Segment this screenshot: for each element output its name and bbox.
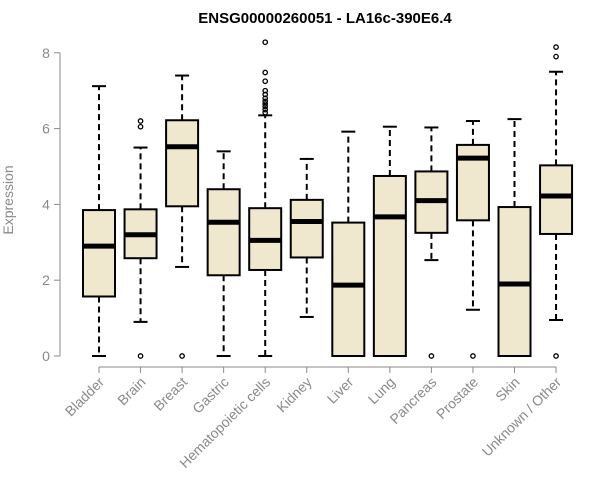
chart-title: ENSG00000260051 - LA16c-390E6.4 <box>198 10 452 27</box>
x-tick-label: Bladder <box>62 374 108 420</box>
iqr-box <box>206 188 241 277</box>
y-tick-label: 0 <box>42 348 50 364</box>
y-tick-label: 4 <box>42 196 50 212</box>
x-tick-label: Lung <box>365 374 398 407</box>
y-axis-label: Expression <box>0 165 16 234</box>
boxes-group <box>82 39 574 359</box>
iqr-box <box>165 119 200 208</box>
box-kidney <box>289 157 324 318</box>
y-tick-label: 8 <box>42 45 50 61</box>
box-gastric <box>206 150 241 357</box>
x-tick-label: Skin <box>492 374 523 405</box>
x-tick-label: Unknown / Other <box>479 374 565 460</box>
box-lung <box>372 125 407 357</box>
iqr-box <box>372 174 407 357</box>
outlier-point <box>470 353 476 359</box>
outlier-point <box>262 106 269 113</box>
outlier-point <box>553 53 559 60</box>
x-tick-label: Liver <box>324 374 357 407</box>
box-liver <box>331 130 366 357</box>
y-tick-label: 6 <box>42 121 50 137</box>
outlier-point <box>553 44 559 50</box>
iqr-box <box>331 221 366 357</box>
x-tick-label: Prostate <box>433 374 481 422</box>
outlier-point <box>262 101 269 107</box>
outlier-point <box>428 353 435 359</box>
outlier-point <box>262 78 269 85</box>
x-tick-label: Breast <box>150 374 190 414</box>
outlier-point <box>179 353 185 359</box>
box-breast <box>165 74 200 359</box>
outlier-point <box>262 39 269 46</box>
iqr-box <box>82 209 116 298</box>
box-prostate <box>455 120 490 359</box>
outlier-point <box>137 123 144 130</box>
box-hematopoietic-cells <box>248 39 283 357</box>
outlier-point <box>137 353 144 359</box>
box-bladder <box>82 85 116 357</box>
iqr-box <box>539 164 574 235</box>
box-unknown-other <box>539 44 574 359</box>
outlier-point <box>262 69 269 76</box>
outlier-point <box>137 118 144 124</box>
x-tick-label: Brain <box>114 374 148 408</box>
box-brain <box>123 118 158 359</box>
box-pancreas <box>414 126 449 359</box>
iqr-box <box>289 198 324 259</box>
outlier-point <box>262 109 269 116</box>
outlier-point <box>262 103 269 110</box>
outlier-point <box>262 87 269 94</box>
x-tick-label: Kidney <box>273 374 315 416</box>
outlier-point <box>553 353 559 359</box>
outlier-point <box>262 98 269 105</box>
box-skin <box>497 118 532 357</box>
y-tick-label: 2 <box>42 272 50 288</box>
